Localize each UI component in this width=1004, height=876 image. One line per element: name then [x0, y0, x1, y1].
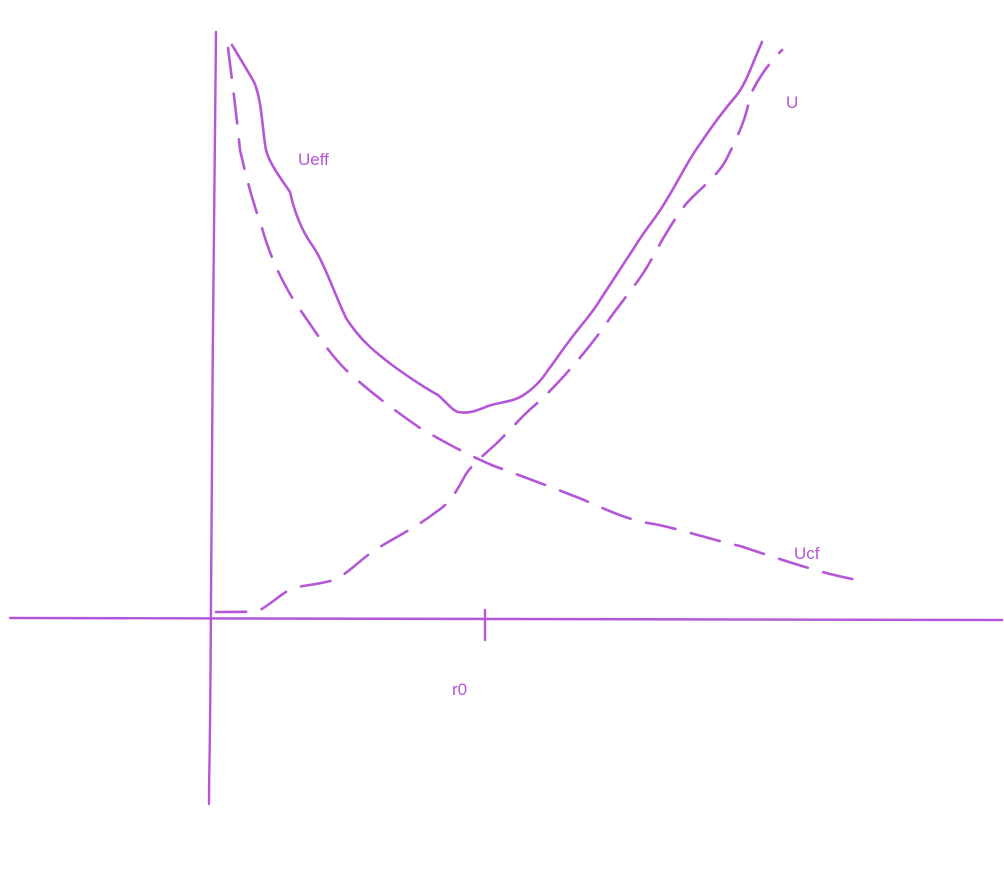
ucf-label: Ucf: [794, 544, 820, 563]
ueff-label: Ueff: [298, 150, 329, 169]
x-axis: [8, 616, 1004, 622]
u-label: U: [786, 93, 798, 112]
r0-label: r0: [452, 680, 467, 699]
u-curve: [214, 48, 784, 614]
ucf-curve: [226, 46, 870, 584]
y-axis: [207, 30, 218, 806]
ueff-curve: [230, 40, 764, 414]
